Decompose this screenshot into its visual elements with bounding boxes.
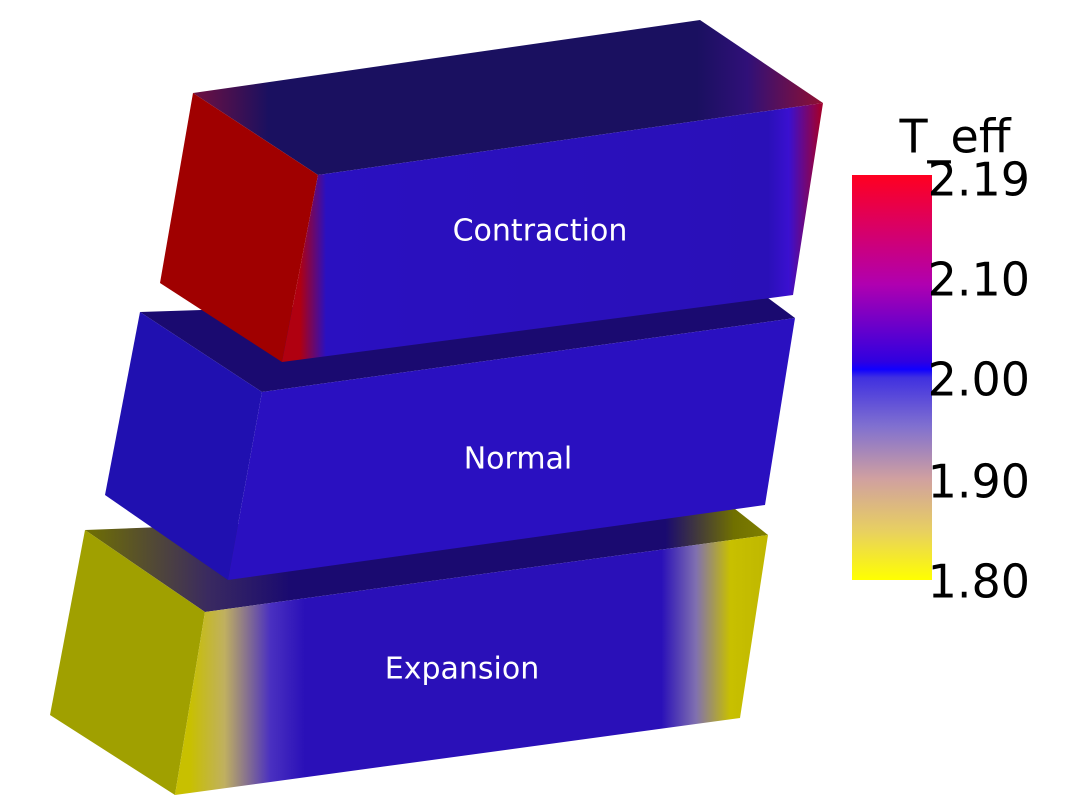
box-side [160, 93, 318, 362]
box-front [282, 103, 823, 362]
colorbar-tick-label: 1.80 [928, 555, 1030, 609]
colorbar-tick-label: 2.10 [928, 253, 1030, 307]
contraction-box: Contraction [160, 20, 823, 362]
box-label: Expansion [385, 652, 539, 687]
colorbar-title: T_eff [898, 110, 1011, 164]
colorbar-gradient [852, 175, 932, 580]
expansion-box: Expansion [50, 505, 768, 795]
box-side [50, 530, 205, 795]
colorbar-tick-label: 2.00 [928, 353, 1030, 407]
box-top [193, 20, 823, 175]
colorbar-tick-label: 1.90 [928, 455, 1030, 509]
box-label: Contraction [453, 214, 628, 249]
colorbar-tick-label: 2.19 [928, 153, 1030, 207]
colorbar: T_eff 2.19 2.10 2.00 1.90 1.80 [852, 110, 1030, 609]
box-front [175, 535, 768, 795]
box-side [105, 312, 262, 580]
normal-box: Normal [105, 292, 795, 580]
box-label: Normal [464, 442, 573, 477]
box-front [228, 318, 795, 580]
